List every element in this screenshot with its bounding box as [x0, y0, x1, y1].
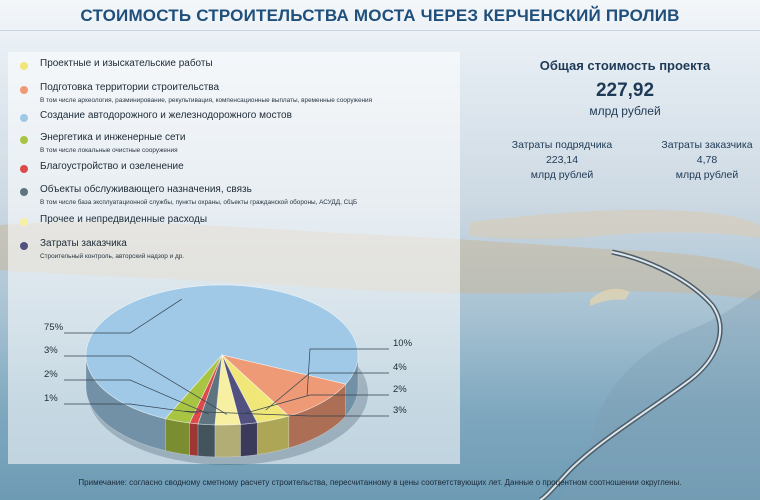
pie-leader-line	[64, 298, 182, 334]
pie-slice-label: 2%	[44, 369, 58, 380]
legend-label: Подготовка территории строительства	[40, 82, 220, 93]
legend-label: Прочее и непредвиденные расходы	[40, 214, 208, 225]
pie-leader-line	[244, 394, 389, 414]
pie-slice-side	[197, 423, 216, 458]
pie-slice-label: 3%	[393, 405, 407, 416]
legend-swatch	[20, 114, 28, 122]
pie-slice-label: 4%	[393, 362, 407, 373]
pie-slice-label: 1%	[44, 393, 58, 404]
customer-costs: Затраты заказчика 4,78 млрд рублей	[632, 138, 760, 183]
legend-label: Объекты обслуживающего назначения, связь	[40, 184, 252, 195]
contractor-costs-unit: млрд рублей	[530, 169, 594, 181]
legend-sublabel: Строительный контроль, авторский надзор …	[40, 253, 185, 260]
legend-sublabel: В том числе локальные очистные сооружени…	[40, 147, 178, 154]
pie-slice-side	[214, 424, 241, 458]
pie-slice-label: 2%	[393, 384, 407, 395]
legend-label: Энергетика и инженерные сети	[40, 132, 186, 143]
contractor-costs: Затраты подрядчика 223,14 млрд рублей	[487, 138, 637, 183]
customer-costs-label: Затраты заказчика	[661, 139, 753, 151]
legend-swatch	[20, 62, 28, 70]
footnote: Примечание: согласно сводному сметному р…	[78, 478, 682, 487]
pie-leader-line	[64, 403, 199, 414]
page-title: СТОИМОСТЬ СТРОИТЕЛЬСТВА МОСТА ЧЕРЕЗ КЕРЧ…	[80, 6, 680, 25]
pie-slice	[221, 354, 258, 425]
title-divider	[0, 30, 760, 31]
pie-slice	[214, 354, 241, 426]
pie-slice-side	[189, 422, 199, 457]
legend-sublabel: В том числе база эксплуатационной службы…	[40, 199, 358, 206]
legend-swatch	[20, 218, 28, 226]
customer-costs-value: 4,78	[696, 154, 718, 166]
legend-label: Проектные и изыскательские работы	[40, 58, 213, 69]
pie-slice	[164, 354, 223, 424]
pie-leader-line	[64, 355, 228, 415]
legend-label: Затраты заказчика	[40, 238, 127, 249]
spit-land	[560, 290, 760, 500]
pie-slice	[85, 284, 359, 420]
total-cost-label: Общая стоимость проекта	[539, 58, 711, 73]
customer-costs-unit: млрд рублей	[675, 169, 739, 181]
legend-swatch	[20, 188, 28, 196]
pie-slice-label: 10%	[393, 338, 413, 349]
legend-label: Благоустройство и озеленение	[40, 161, 184, 172]
pie-leader-line	[306, 348, 389, 396]
contractor-costs-value: 223,14	[545, 154, 579, 166]
shore-sand	[590, 288, 630, 306]
pie-leader-line	[64, 379, 209, 415]
legend-swatch	[20, 242, 28, 250]
contractor-costs-label: Затраты подрядчика	[511, 139, 613, 151]
legend-swatch	[20, 136, 28, 144]
pie-slice	[220, 354, 347, 417]
legend-label: Создание автодорожного и железнодорожног…	[40, 110, 292, 121]
total-cost-unit: млрд рублей	[589, 104, 661, 118]
pie-slice-label: 75%	[44, 322, 64, 333]
legend-sublabel: В том числе археология, разминирование, …	[40, 97, 373, 104]
pie-slice-side	[165, 418, 190, 456]
legend-swatch	[20, 165, 28, 173]
land-strip	[470, 209, 760, 239]
pie-leader-line	[183, 410, 389, 417]
legend-swatch	[20, 86, 28, 94]
total-cost-value: 227,92	[595, 80, 655, 101]
pie-slice-side	[240, 422, 258, 457]
pie-slice-label: 3%	[44, 345, 58, 356]
pie-leader-line	[265, 372, 389, 411]
